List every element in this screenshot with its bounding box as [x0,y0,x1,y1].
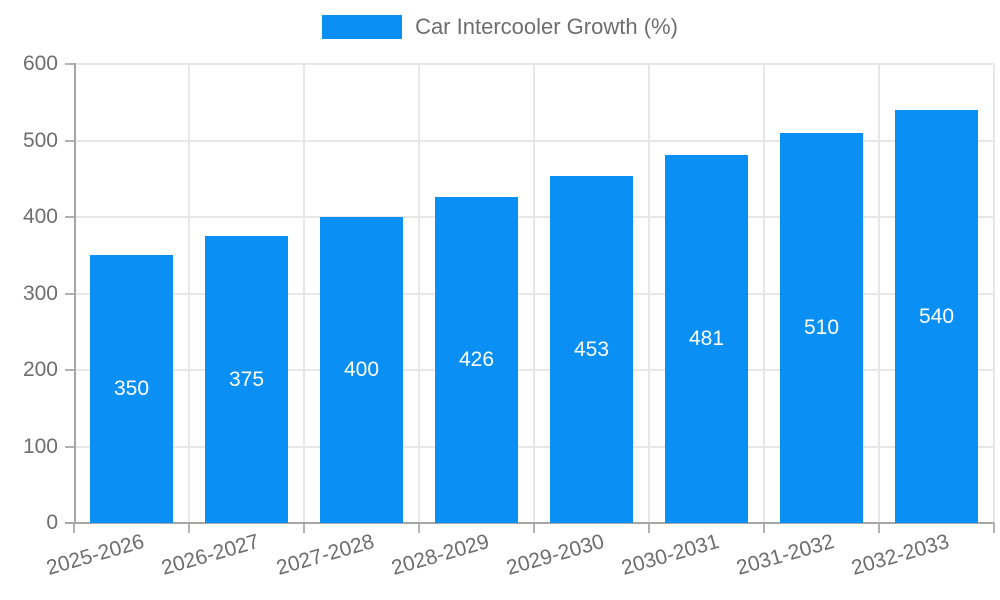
y-tick-mark [65,63,74,65]
x-tick-mark [188,523,190,533]
x-tick-label: 2031-2032 [733,530,837,580]
x-tick-mark [878,523,880,533]
y-tick-label: 300 [22,281,58,305]
bar[interactable] [320,217,403,523]
gridline-vertical [418,64,420,523]
bar-value-label: 540 [918,304,955,328]
gridline-vertical [763,64,765,523]
y-axis-line [74,63,76,523]
y-tick-mark [65,292,74,295]
bar[interactable] [435,197,518,523]
y-tick-mark [65,369,74,371]
x-tick-label: 2028-2029 [388,530,492,580]
x-tick-label: 2025-2026 [43,530,147,580]
legend: Car Intercooler Growth (%) [0,14,1000,40]
gridline-vertical [648,64,650,523]
bar[interactable] [205,236,288,523]
x-tick-mark [993,523,995,533]
y-tick-mark [65,216,74,218]
gridline-vertical [188,64,190,523]
y-tick-label: 500 [22,128,58,152]
bar-value-label: 510 [803,316,840,339]
x-tick-label: 2032-2033 [848,530,952,580]
x-axis-line [65,522,994,524]
legend-item[interactable]: Car Intercooler Growth (%) [322,14,678,40]
legend-swatch [322,15,403,39]
x-tick-mark [73,523,75,533]
y-tick-mark [65,139,74,142]
gridline-vertical [993,64,995,523]
x-tick-mark [763,523,765,533]
bar-value-label: 481 [688,327,725,350]
x-tick-label: 2026-2027 [158,530,262,580]
bar[interactable] [665,155,748,523]
bar-value-label: 426 [458,348,495,371]
gridline-vertical [303,64,305,523]
bar-value-label: 375 [228,367,265,391]
x-tick-label: 2027-2028 [273,530,377,580]
y-tick-label: 100 [22,434,58,458]
legend-label: Car Intercooler Growth (%) [415,14,678,39]
x-tick-mark [533,523,535,533]
y-tick-label: 600 [22,52,58,75]
y-tick-label: 0 [46,511,58,534]
bar-value-label: 400 [343,358,380,381]
bar[interactable] [90,255,173,523]
x-tick-label: 2029-2030 [503,530,607,580]
bar-value-label: 453 [573,337,610,361]
x-tick-mark [648,523,650,533]
bar[interactable] [895,110,978,523]
y-tick-label: 200 [22,358,58,381]
x-tick-label: 2030-2031 [618,530,722,580]
bar[interactable] [780,133,863,523]
x-tick-mark [418,523,420,533]
gridline-vertical [878,64,880,523]
bar[interactable] [550,176,633,523]
y-tick-label: 400 [22,205,58,228]
x-tick-mark [303,523,305,533]
y-tick-mark [65,445,74,448]
bar-value-label: 350 [113,377,150,400]
gridline-vertical [533,64,535,523]
